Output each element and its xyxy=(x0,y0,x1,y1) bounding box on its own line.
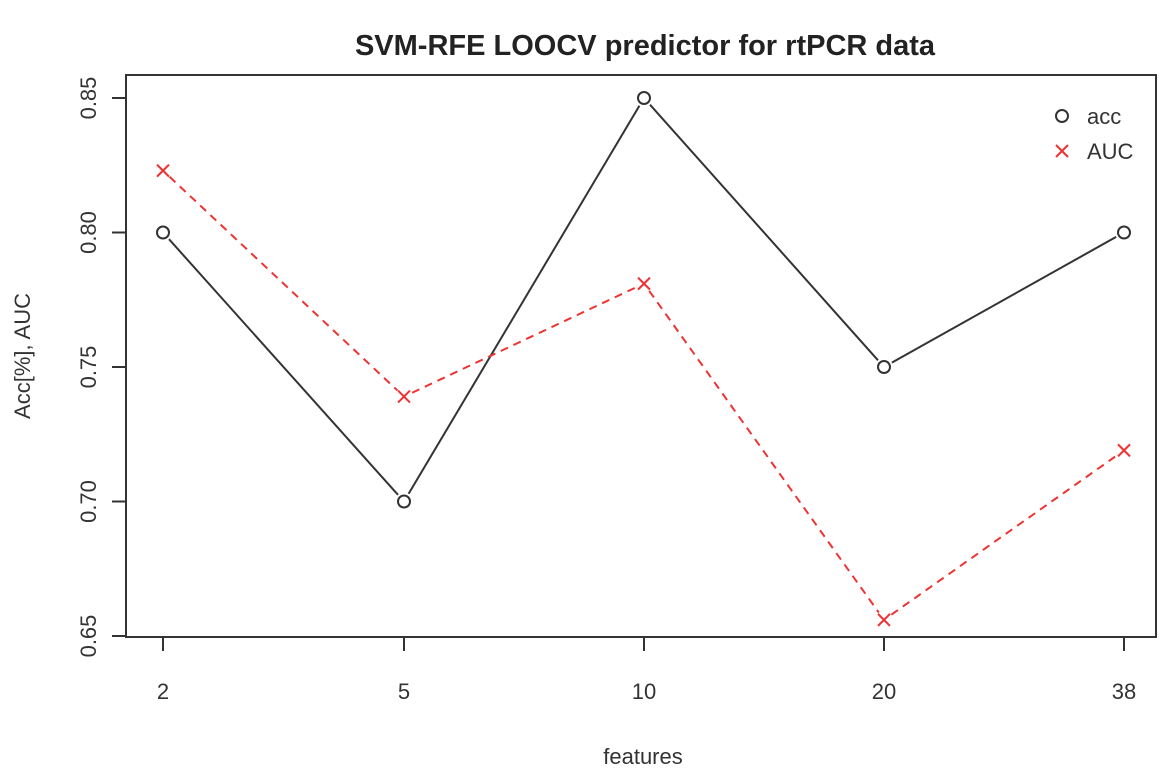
data-point-cross xyxy=(877,613,891,627)
legend-label: AUC xyxy=(1087,139,1134,164)
x-tick-label: 2 xyxy=(157,679,169,704)
x-tick-label: 10 xyxy=(632,679,656,704)
series-line-segment xyxy=(407,105,641,495)
data-point-circle xyxy=(1117,225,1131,240)
legend-item-auc: AUC xyxy=(1055,139,1134,164)
series-line-segment xyxy=(168,176,399,392)
data-point-cross xyxy=(397,389,411,404)
series-line-segment xyxy=(168,238,399,496)
data-point-cross xyxy=(156,163,170,178)
x-axis-label: features xyxy=(603,744,683,769)
data-point-circle xyxy=(156,225,170,240)
series-acc xyxy=(156,91,1131,509)
data-point-circle xyxy=(637,91,651,105)
series-line-segment xyxy=(891,236,1117,364)
data-point-circle xyxy=(877,360,891,374)
series-line-segment xyxy=(890,454,1118,616)
data-point-cross xyxy=(1117,443,1131,458)
series-layer xyxy=(156,91,1131,627)
legend-circle-icon xyxy=(1055,109,1069,123)
chart-title: SVM-RFE LOOCV predictor for rtPCR data xyxy=(355,30,936,62)
x-tick-label: 20 xyxy=(872,679,896,704)
series-line-segment xyxy=(411,286,637,394)
series-line-segment xyxy=(649,104,879,361)
plot-frame xyxy=(125,74,1157,638)
y-axis-label: Acc[%], AUC xyxy=(10,293,35,419)
legend: acc AUC xyxy=(1055,104,1134,164)
data-point-circle xyxy=(397,494,411,509)
x-tick-label: 38 xyxy=(1112,679,1136,704)
legend-label: acc xyxy=(1087,104,1121,129)
legend-item-acc: acc xyxy=(1055,104,1121,129)
y-tick-label: 0.65 xyxy=(76,615,101,658)
y-axis: 0.65 0.70 0.75 0.80 0.85 xyxy=(76,77,127,658)
y-tick-label: 0.75 xyxy=(76,346,101,389)
x-tick-label: 5 xyxy=(398,679,410,704)
series-auc xyxy=(156,163,1131,627)
y-tick-label: 0.80 xyxy=(76,211,101,254)
series-line-segment xyxy=(648,290,880,614)
legend-cross-icon xyxy=(1055,144,1069,158)
y-tick-label: 0.70 xyxy=(76,480,101,523)
data-point-cross xyxy=(637,276,651,291)
y-tick-label: 0.85 xyxy=(76,77,101,120)
x-axis: 2 5 10 20 38 xyxy=(157,637,1136,704)
